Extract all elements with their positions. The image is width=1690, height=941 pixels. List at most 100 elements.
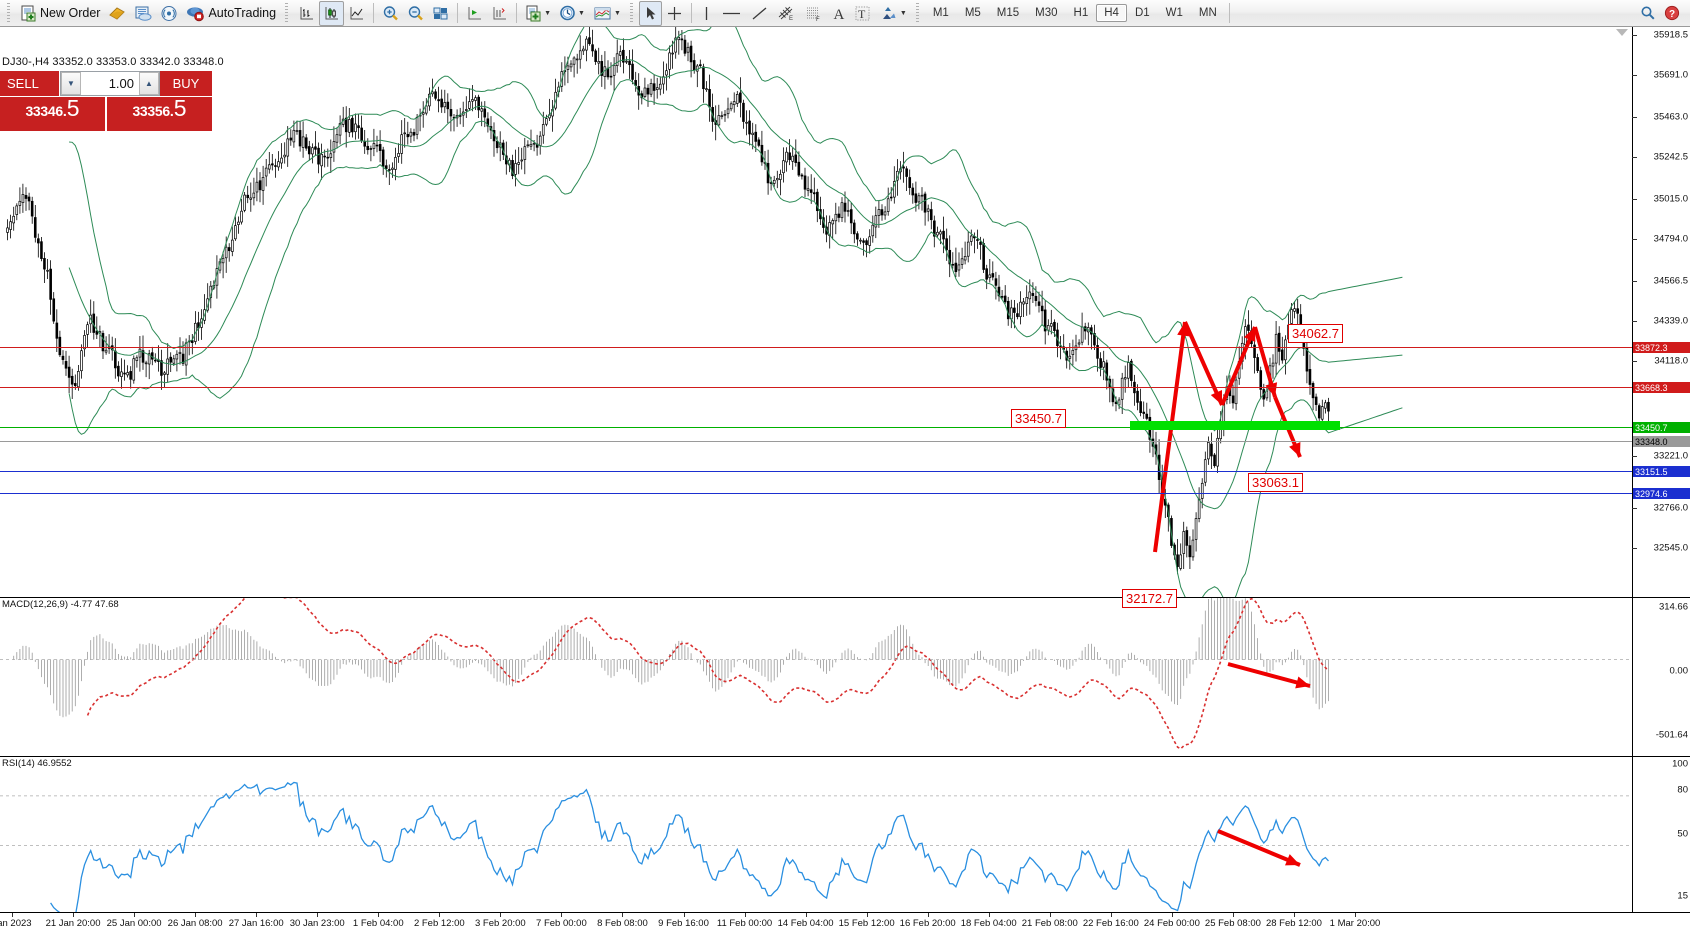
toolbar-grip[interactable] (5, 3, 13, 23)
price-tag-support-green[interactable]: 33450.7 (1633, 422, 1690, 433)
timeframe-m15-button[interactable]: M15 (996, 7, 1020, 19)
annotation-label-33450-7[interactable]: 33450.7 (1011, 409, 1066, 428)
sell-price[interactable]: 33346 . 5 (0, 97, 105, 131)
autotrading-button[interactable]: AutoTrading (182, 1, 280, 26)
buy-price-integer: 33356 (132, 103, 170, 119)
time-axis-label: 26 Jan 08:00 (167, 918, 223, 929)
chart-shift-button[interactable] (462, 1, 487, 26)
vertical-line-button[interactable] (696, 1, 717, 26)
timeframe-d1-button[interactable]: D1 (1134, 7, 1150, 19)
level-line-support-blue-1[interactable] (0, 471, 1632, 472)
price-axis[interactable]: 35918.5 35691.0 35463.0 35242.5 35015.0 34794… (1632, 27, 1690, 597)
time-axis-tick (378, 913, 380, 917)
volume-down-button[interactable]: ▼ (61, 72, 81, 95)
timeframe-m5-button[interactable]: M5 (964, 7, 981, 19)
cursor-button[interactable] (638, 0, 662, 26)
chevron-down-icon-2[interactable]: ▼ (578, 9, 585, 17)
volume-input[interactable]: 1.00 (108, 76, 134, 91)
bar-chart-button[interactable] (294, 1, 319, 26)
text-button[interactable]: T (850, 1, 875, 26)
timeframe-h1-button[interactable]: H1 (1073, 7, 1089, 19)
sell-price-decimal: 5 (66, 95, 80, 121)
autotrading-label: AutoTrading (208, 6, 277, 20)
help-button[interactable]: ? (1664, 5, 1680, 21)
price-tag-resistance-2[interactable]: 33668.3 (1633, 382, 1690, 393)
price-axis-tick (1632, 548, 1637, 549)
price-axis-label: 34118.0 (1654, 355, 1688, 367)
tile-windows-button[interactable] (428, 1, 453, 26)
horizontal-line-button[interactable] (717, 1, 746, 26)
time-axis-label: 2 Feb 12:00 (413, 918, 465, 929)
chart-autoscroll-button[interactable] (487, 1, 512, 26)
buy-price[interactable]: 33356 . 5 (107, 97, 212, 131)
macd-axis[interactable]: 314.66 0.00 -501.64 (1632, 598, 1690, 756)
timeframe-h4-button[interactable]: H4 (1096, 4, 1127, 22)
text-label-button[interactable]: A (827, 1, 850, 26)
fibonacci-button[interactable]: F (800, 1, 827, 26)
rsi-axis-label: 100 (1672, 758, 1688, 770)
terminal-button[interactable] (130, 1, 156, 26)
timeframe-m30-button[interactable]: M30 (1035, 7, 1058, 19)
chart-area[interactable]: DJ30-,H4 33352.0 33353.0 33342.0 33348.0… (0, 27, 1690, 941)
annotation-label-32172-7[interactable]: 32172.7 (1122, 589, 1177, 608)
annotation-label-34062-7[interactable]: 34062.7 (1288, 324, 1343, 343)
price-axis-tick (1632, 361, 1637, 362)
volume-up-button[interactable]: ▲ (139, 72, 159, 95)
rsi-axis[interactable]: 100 80 50 15 (1632, 757, 1690, 912)
new-order-button[interactable]: New Order (16, 1, 104, 26)
sell-button[interactable]: SELL (0, 71, 60, 96)
zoom-out-button[interactable] (403, 1, 428, 26)
toolbar-grip-2[interactable] (283, 3, 292, 23)
rsi-pane[interactable]: RSI(14) 46.9552 100 80 50 15 (0, 756, 1690, 913)
timeframe-w1-button[interactable]: W1 (1165, 7, 1183, 19)
level-line-current-price[interactable] (0, 441, 1632, 442)
period-button[interactable]: ▼ (555, 1, 589, 26)
signals-button[interactable] (156, 1, 182, 26)
price-tag-current-price[interactable]: 33348.0 (1633, 436, 1690, 447)
crosshair-button[interactable] (662, 1, 687, 26)
price-tag-support-blue-1[interactable]: 33151.5 (1633, 466, 1690, 477)
support-zone-highlight[interactable] (1130, 421, 1340, 430)
level-line-support-green[interactable] (0, 427, 1632, 428)
chevron-down-icon[interactable]: ▼ (544, 9, 552, 17)
time-axis-tick (1049, 913, 1051, 917)
level-line-resistance-1[interactable] (0, 347, 1632, 348)
time-axis-label: 30 Jan 23:00 (289, 918, 345, 929)
equidistant-channel-button[interactable]: E (773, 1, 800, 26)
autotrading-icon (187, 6, 205, 21)
line-chart-button[interactable] (344, 1, 369, 26)
templates-button[interactable]: ▼ (521, 1, 555, 26)
indicators-button[interactable]: ▼ (589, 1, 625, 26)
price-pane[interactable]: 33872.3 33668.3 33450.7 33348.0 33151.5 32974… (0, 27, 1690, 608)
shapes-button[interactable]: ▼ (875, 1, 911, 26)
chart-shift-icon (468, 6, 482, 19)
rsi-label: RSI(14) 46.9552 (2, 758, 72, 769)
candlestick-chart-button[interactable] (319, 0, 345, 26)
price-axis-tick (1632, 199, 1637, 200)
zoom-in-button[interactable] (378, 1, 403, 26)
level-line-support-blue-2[interactable] (0, 493, 1632, 494)
volume-stepper[interactable]: ▼ 1.00 ▲ (60, 71, 160, 96)
price-tag-support-blue-2[interactable]: 32974.6 (1633, 488, 1690, 499)
time-axis-label: 9 Feb 16:00 (658, 918, 709, 929)
one-click-trading-panel[interactable]: SELL ▼ 1.00 ▲ BUY 33346 . 5 33356 . 5 (0, 71, 212, 131)
trendline-button[interactable] (746, 1, 773, 26)
time-axis[interactable]: Jan 2023 21 Jan 20:00 25 Jan 00:00 26 Jan 0… (0, 912, 1690, 941)
toolbar-grip-4[interactable] (913, 3, 922, 23)
time-axis-tick (12, 913, 13, 917)
toolbar-grip-3[interactable] (627, 3, 636, 23)
chevron-down-icon-4[interactable]: ▼ (899, 9, 907, 17)
timeframe-m1-button[interactable]: M1 (932, 7, 949, 19)
search-button[interactable] (1640, 5, 1656, 21)
chevron-down-icon-3[interactable]: ▼ (613, 9, 621, 17)
timeframe-mn-button[interactable]: MN (1198, 7, 1217, 19)
price-tag-resistance-1[interactable]: 33872.3 (1633, 342, 1690, 353)
scroll-down-arrow[interactable] (1616, 29, 1628, 36)
macd-pane[interactable]: MACD(12,26,9) -4.77 47.68 314.66 0.00 -501… (0, 597, 1690, 756)
search-icon (1641, 6, 1655, 20)
level-line-resistance-2[interactable] (0, 387, 1632, 388)
annotation-label-33063-1[interactable]: 33063.1 (1248, 473, 1303, 492)
buy-button[interactable]: BUY (160, 71, 212, 96)
price-axis-tick (1632, 117, 1637, 118)
metaeditor-button[interactable] (104, 1, 130, 26)
